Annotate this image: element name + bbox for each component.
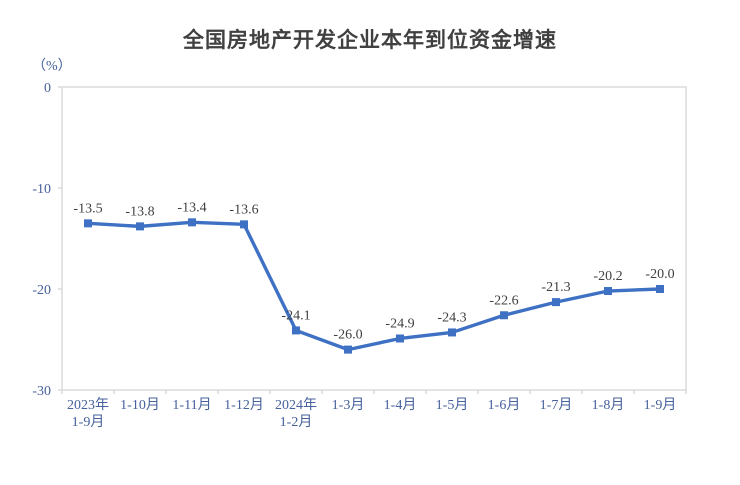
data-point-marker	[552, 298, 560, 307]
data-point-marker	[500, 311, 508, 320]
data-point-marker	[656, 285, 664, 293]
data-label: -24.1	[281, 308, 310, 323]
chart-title: 全国房地产开发企业本年到位资金增速	[183, 29, 557, 52]
data-point-marker	[240, 220, 248, 229]
data-label: -13.5	[73, 201, 102, 216]
x-tick-label: 1-7月	[540, 397, 573, 413]
x-tick-label: 1-9月	[72, 414, 105, 430]
y-tick-label: -20	[32, 283, 51, 298]
data-label: -20.0	[645, 267, 674, 282]
data-point-marker	[136, 222, 144, 231]
data-label: -13.8	[125, 204, 154, 219]
data-label: -22.6	[489, 293, 518, 308]
x-tick-label: 1-5月	[436, 397, 469, 413]
data-label: -13.6	[229, 202, 258, 217]
data-label: -13.4	[177, 200, 206, 215]
y-axis-unit-label: （%）	[32, 59, 72, 74]
data-point-marker	[292, 326, 300, 335]
x-tick-label: 1-6月	[488, 397, 521, 413]
data-label: -20.2	[593, 269, 622, 284]
data-label: -21.3	[541, 280, 570, 295]
data-point-marker	[84, 219, 92, 228]
data-point-marker	[604, 287, 612, 296]
data-label: -24.9	[385, 316, 414, 331]
x-tick-label: 1-8月	[592, 397, 625, 413]
data-line	[86, 220, 662, 352]
y-tick-label: -10	[32, 182, 51, 197]
x-tick-label: 1-4月	[384, 397, 417, 413]
data-point-marker	[344, 345, 352, 354]
y-tick-label: 0	[44, 81, 51, 96]
x-tick-label: 2024年	[275, 397, 317, 413]
x-tick-label: 1-10月	[120, 397, 160, 413]
x-tick-label: 1-2月	[280, 414, 313, 430]
data-point-marker	[188, 218, 196, 227]
x-tick-label: 1-9月	[644, 397, 677, 413]
x-tick-label: 1-3月	[332, 397, 365, 413]
x-tick-label: 1-11月	[172, 397, 211, 413]
data-label: -26.0	[333, 328, 362, 343]
x-tick-label: 1-12月	[224, 397, 264, 413]
y-tick-label: -30	[32, 384, 51, 399]
data-point-marker	[396, 334, 404, 343]
data-point-marker	[448, 328, 456, 337]
data-label: -24.3	[437, 310, 466, 325]
x-tick-label: 2023年	[67, 397, 109, 413]
